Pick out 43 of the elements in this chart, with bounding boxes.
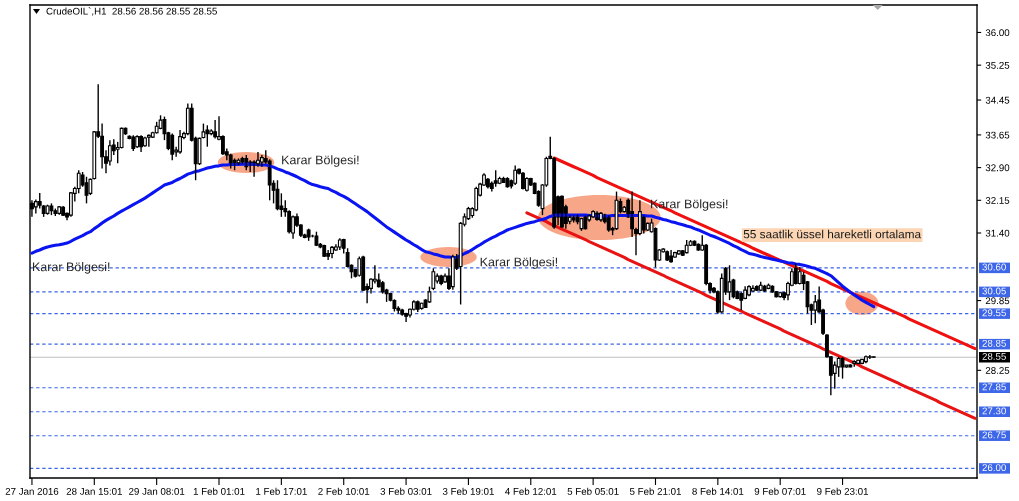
y-tick-label: 32.15 xyxy=(985,197,1010,204)
ref-line-label: 27.85 xyxy=(982,383,1006,391)
candlestick xyxy=(178,129,182,155)
ref-line-label: 29.55 xyxy=(982,309,1006,317)
chart-title: CrudeOIL`,H1 28.56 28.56 28.55 28.55 xyxy=(46,7,217,16)
x-tick-label: 29 Jan 08:01 xyxy=(129,487,185,495)
y-tick-label: 36.00 xyxy=(985,29,1010,37)
candlestick xyxy=(69,191,73,218)
ref-line-label: 30.60 xyxy=(982,263,1006,271)
y-tick-label: 33.65 xyxy=(985,131,1010,139)
x-tick-label: 28 Jan 15:01 xyxy=(66,487,122,495)
annotation: Karar Bölgesi! xyxy=(32,262,110,274)
x-tick-label: 5 Feb 05:01 xyxy=(567,487,619,495)
ref-line-label: 28.85 xyxy=(982,339,1006,347)
x-tick-label: 5 Feb 21:01 xyxy=(629,487,681,495)
x-tick-label: 8 Feb 14:01 xyxy=(692,487,744,495)
annotation: Karar Bölgesi! xyxy=(282,155,359,167)
x-tick-label: 2 Feb 10:01 xyxy=(318,487,370,495)
candlestick xyxy=(372,264,377,285)
y-tick-label: 28.25 xyxy=(985,367,1010,374)
x-tick-label: 3 Feb 03:01 xyxy=(380,487,432,495)
ref-line-label: 26.00 xyxy=(982,464,1006,472)
x-tick-label: 1 Feb 17:01 xyxy=(256,487,307,495)
ref-line-label: 27.30 xyxy=(982,407,1006,415)
x-tick-label: 4 Feb 12:01 xyxy=(505,487,557,495)
ref-line-label: 28.55 xyxy=(982,352,1006,360)
y-tick-label: 29.85 xyxy=(985,297,1010,305)
x-tick-label: 27 Jan 2016 xyxy=(5,487,59,495)
x-tick-label: 9 Feb 23:01 xyxy=(817,487,869,495)
candlestick xyxy=(836,356,841,378)
y-tick-label: 31.40 xyxy=(985,229,1010,237)
x-tick-label: 3 Feb 19:01 xyxy=(442,487,494,495)
candlestick xyxy=(727,264,732,301)
x-tick-label: 1 Feb 01:01 xyxy=(193,487,245,495)
y-tick-label: 32.90 xyxy=(985,164,1010,172)
ref-line-label: 30.05 xyxy=(982,287,1006,295)
x-tick-label: 9 Feb 07:01 xyxy=(754,487,806,495)
ref-line-label: 26.75 xyxy=(982,431,1006,439)
y-tick-label: 34.45 xyxy=(985,96,1010,104)
series-label: 55 saatlik üssel hareketli ortalama xyxy=(743,229,922,239)
candlestick xyxy=(513,164,518,186)
annotation: Karar Bölgesi! xyxy=(480,257,558,269)
y-tick-label: 35.25 xyxy=(985,61,1010,69)
